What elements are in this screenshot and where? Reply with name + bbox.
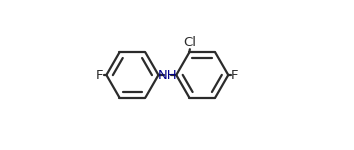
Text: F: F: [96, 69, 103, 81]
Text: NH: NH: [158, 69, 177, 81]
Text: F: F: [231, 69, 239, 81]
Text: Cl: Cl: [183, 36, 196, 49]
